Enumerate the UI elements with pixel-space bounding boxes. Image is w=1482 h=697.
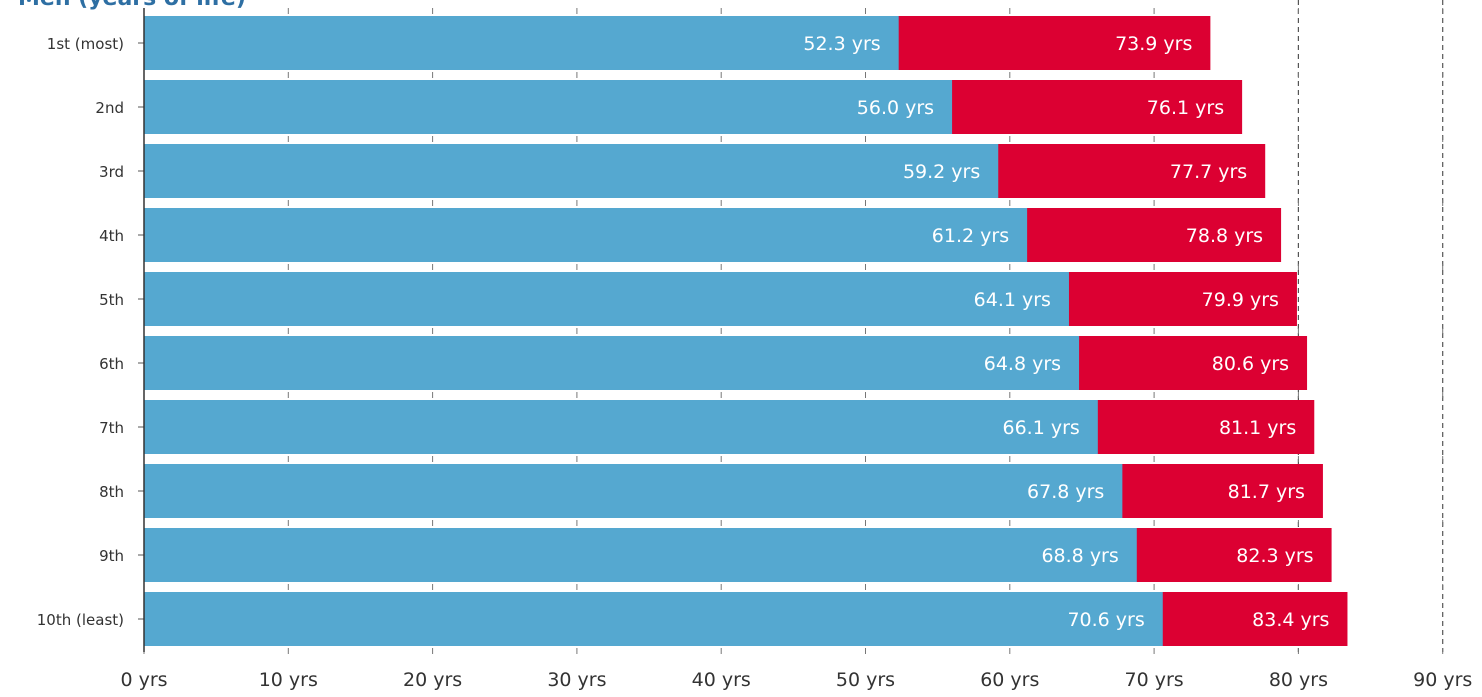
data-label-red: 83.4 yrs <box>1252 609 1329 631</box>
data-label-red: 80.6 yrs <box>1212 353 1289 375</box>
data-label-red: 82.3 yrs <box>1236 545 1313 567</box>
bar-blue <box>144 208 1028 262</box>
bar-blue <box>144 80 953 134</box>
category-label: 7th <box>99 419 124 437</box>
chart-title: Men (years of life) <box>18 0 246 11</box>
x-tick-label: 20 yrs <box>403 669 462 691</box>
x-tick-label: 40 yrs <box>692 669 751 691</box>
bar-blue <box>144 464 1123 518</box>
data-label-blue: 64.8 yrs <box>984 353 1061 375</box>
x-tick-label: 50 yrs <box>836 669 895 691</box>
data-label-blue: 68.8 yrs <box>1041 545 1118 567</box>
x-tick-label: 60 yrs <box>980 669 1039 691</box>
category-label: 8th <box>99 483 124 501</box>
bar-blue <box>144 144 999 198</box>
category-label: 5th <box>99 291 124 309</box>
x-tick-label: 10 yrs <box>259 669 318 691</box>
data-label-blue: 64.1 yrs <box>974 289 1051 311</box>
data-label-blue: 52.3 yrs <box>803 33 880 55</box>
category-label: 2nd <box>95 99 124 117</box>
category-label: 9th <box>99 547 124 565</box>
bar-blue <box>144 16 899 70</box>
data-label-red: 76.1 yrs <box>1147 97 1224 119</box>
category-label: 3rd <box>99 163 124 181</box>
x-tick-label: 80 yrs <box>1269 669 1328 691</box>
data-label-blue: 66.1 yrs <box>1003 417 1080 439</box>
data-label-red: 79.9 yrs <box>1202 289 1279 311</box>
x-tick-label: 30 yrs <box>547 669 606 691</box>
x-tick-label: 70 yrs <box>1125 669 1184 691</box>
data-label-blue: 67.8 yrs <box>1027 481 1104 503</box>
data-label-blue: 70.6 yrs <box>1067 609 1144 631</box>
data-label-red: 73.9 yrs <box>1115 33 1192 55</box>
category-label: 1st (most) <box>47 35 124 53</box>
x-tick-label: 90 yrs <box>1413 669 1472 691</box>
category-label: 10th (least) <box>37 611 124 629</box>
data-label-blue: 59.2 yrs <box>903 161 980 183</box>
bar-blue <box>144 272 1069 326</box>
data-label-blue: 61.2 yrs <box>932 225 1009 247</box>
data-label-red: 81.1 yrs <box>1219 417 1296 439</box>
bar-blue <box>144 400 1098 454</box>
bar-blue <box>144 528 1137 582</box>
data-label-red: 77.7 yrs <box>1170 161 1247 183</box>
bar-blue <box>144 336 1080 390</box>
x-tick-label: 0 yrs <box>120 669 167 691</box>
data-label-red: 81.7 yrs <box>1228 481 1305 503</box>
data-label-blue: 56.0 yrs <box>857 97 934 119</box>
data-label-red: 78.8 yrs <box>1186 225 1263 247</box>
category-label: 6th <box>99 355 124 373</box>
bar-blue <box>144 592 1163 646</box>
category-label: 4th <box>99 227 124 245</box>
